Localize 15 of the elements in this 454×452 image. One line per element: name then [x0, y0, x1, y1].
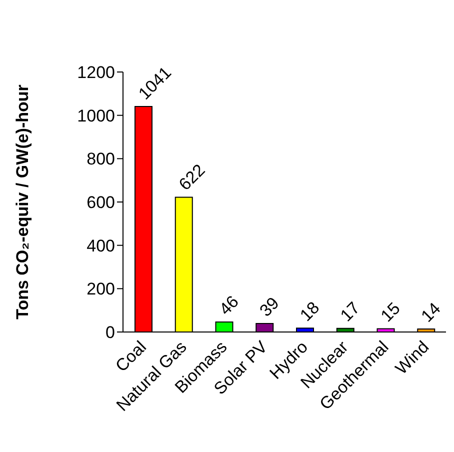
- data-label: 39: [256, 294, 283, 320]
- y-tick-label: 400: [86, 236, 115, 256]
- data-label: 17: [336, 298, 364, 326]
- data-label: 15: [377, 298, 404, 326]
- data-label: 622: [175, 160, 209, 194]
- y-tick-label: 1200: [77, 63, 115, 82]
- y-axis-title: Tons CO₂-equiv / GW(e)-hour: [13, 84, 32, 320]
- data-label: 14: [418, 298, 444, 326]
- y-tick-label: 0: [106, 323, 115, 342]
- y-tick-label: 800: [86, 150, 115, 169]
- y-tick-label: 200: [86, 280, 115, 299]
- y-tick-label: 1000: [77, 106, 115, 126]
- data-label: 18: [296, 298, 324, 325]
- y-tick-label: 600: [86, 193, 115, 212]
- data-label: 46: [216, 292, 242, 319]
